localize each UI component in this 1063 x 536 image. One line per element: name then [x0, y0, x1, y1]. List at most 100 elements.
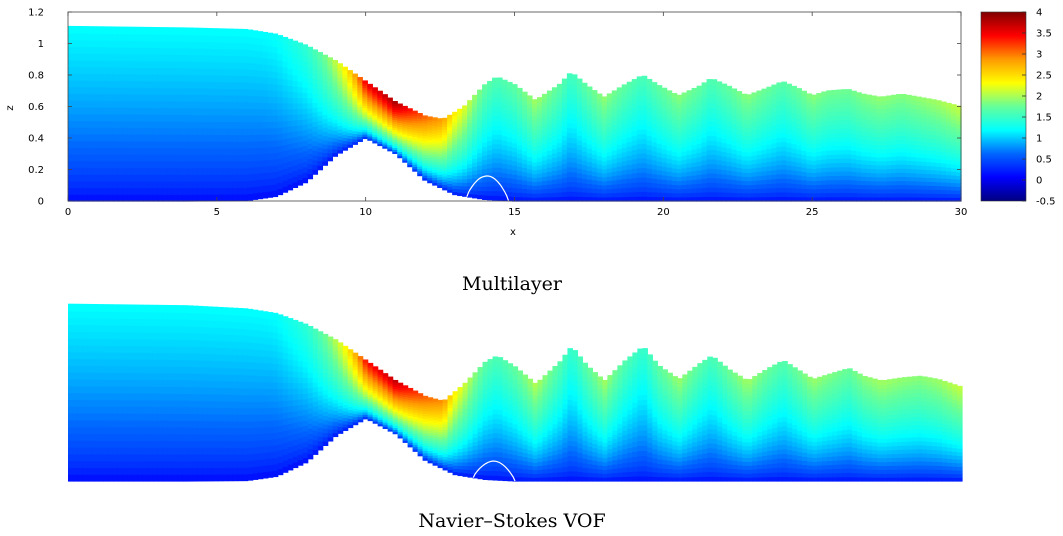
- field-cell: [377, 120, 383, 124]
- field-cell: [337, 128, 343, 133]
- field-cell: [157, 93, 164, 102]
- field-cell: [776, 177, 782, 184]
- field-cell: [921, 188, 927, 194]
- field-cell: [72, 405, 79, 414]
- field-cell: [836, 196, 842, 202]
- field-cell: [621, 155, 628, 162]
- field-cell: [936, 181, 942, 187]
- field-cell: [272, 146, 279, 154]
- field-cell: [217, 107, 224, 116]
- field-cell: [477, 148, 483, 154]
- field-cell: [756, 175, 763, 181]
- field-cell: [826, 107, 832, 113]
- field-cell: [536, 184, 543, 190]
- field-cell: [636, 95, 643, 102]
- field-cell: [472, 185, 478, 191]
- field-cell: [716, 191, 723, 198]
- field-cell: [701, 155, 708, 161]
- field-cell: [257, 179, 264, 187]
- field-cell: [776, 155, 782, 161]
- field-cell: [422, 172, 428, 176]
- field-cell: [202, 160, 209, 169]
- field-cell: [397, 132, 403, 136]
- field-cell: [342, 69, 348, 74]
- field-cell: [751, 171, 758, 177]
- field-cell: [941, 105, 947, 111]
- field-cell: [487, 94, 493, 101]
- field-cell: [427, 129, 433, 133]
- field-cell: [362, 87, 368, 91]
- field-cell: [806, 142, 812, 148]
- field-cell: [566, 112, 573, 119]
- field-cell: [462, 150, 468, 156]
- field-cell: [821, 175, 827, 181]
- field-cell: [566, 83, 573, 89]
- field-cell: [856, 96, 862, 102]
- field-cell: [601, 180, 608, 186]
- field-cell: [881, 132, 887, 138]
- field-cell: [267, 133, 274, 141]
- field-cell: [462, 112, 468, 117]
- field-cell: [766, 156, 773, 163]
- field-cell: [681, 96, 688, 102]
- field-cell: [901, 147, 907, 153]
- field-cell: [761, 97, 768, 103]
- field-cell: [312, 73, 319, 80]
- field-cell: [492, 138, 498, 145]
- field-cell: [107, 324, 114, 333]
- field-cell: [621, 169, 628, 175]
- field-cell: [347, 120, 353, 125]
- field-cell: [262, 63, 269, 72]
- field-cell: [172, 27, 179, 35]
- field-cell: [102, 317, 109, 326]
- field-cell: [187, 180, 194, 189]
- field-cell: [581, 155, 588, 161]
- field-cell: [72, 153, 79, 162]
- field-cell: [362, 115, 368, 120]
- field-cell: [686, 162, 693, 168]
- field-cell: [217, 28, 224, 36]
- field-cell: [576, 195, 583, 202]
- field-cell: [127, 147, 134, 155]
- field-cell: [397, 136, 403, 140]
- field-cell: [516, 105, 523, 111]
- field-cell: [906, 147, 912, 153]
- field-cell: [162, 140, 169, 149]
- field-cell: [941, 116, 947, 122]
- field-cell: [392, 131, 398, 134]
- field-cell: [751, 121, 758, 127]
- field-cell: [611, 94, 618, 100]
- field-cell: [232, 173, 239, 182]
- field-cell: [442, 142, 448, 147]
- field-cell: [666, 111, 673, 117]
- field-cell: [72, 446, 79, 455]
- field-cell: [611, 183, 618, 189]
- field-cell: [507, 136, 513, 143]
- field-cell: [137, 60, 144, 68]
- field-cell: [916, 140, 922, 146]
- field-cell: [856, 154, 862, 160]
- field-cell: [876, 196, 882, 202]
- field-cell: [716, 122, 723, 129]
- field-cell: [307, 82, 314, 89]
- field-cell: [372, 134, 378, 138]
- field-cell: [691, 157, 698, 163]
- field-cell: [926, 145, 932, 151]
- field-cell: [472, 114, 478, 120]
- field-cell: [162, 53, 169, 62]
- field-cell: [746, 122, 753, 128]
- field-cell: [347, 129, 353, 134]
- field-cell: [182, 160, 189, 169]
- field-cell: [207, 167, 214, 175]
- field-cell: [731, 92, 738, 98]
- field-cell: [706, 83, 713, 90]
- field-cell: [741, 147, 748, 153]
- field-cell: [297, 151, 304, 159]
- field-cell: [192, 120, 199, 129]
- field-cell: [836, 175, 842, 181]
- field-cell: [302, 123, 309, 131]
- field-cell: [87, 173, 94, 182]
- field-cell: [342, 82, 348, 87]
- field-cell: [551, 104, 558, 110]
- field-cell: [851, 90, 857, 96]
